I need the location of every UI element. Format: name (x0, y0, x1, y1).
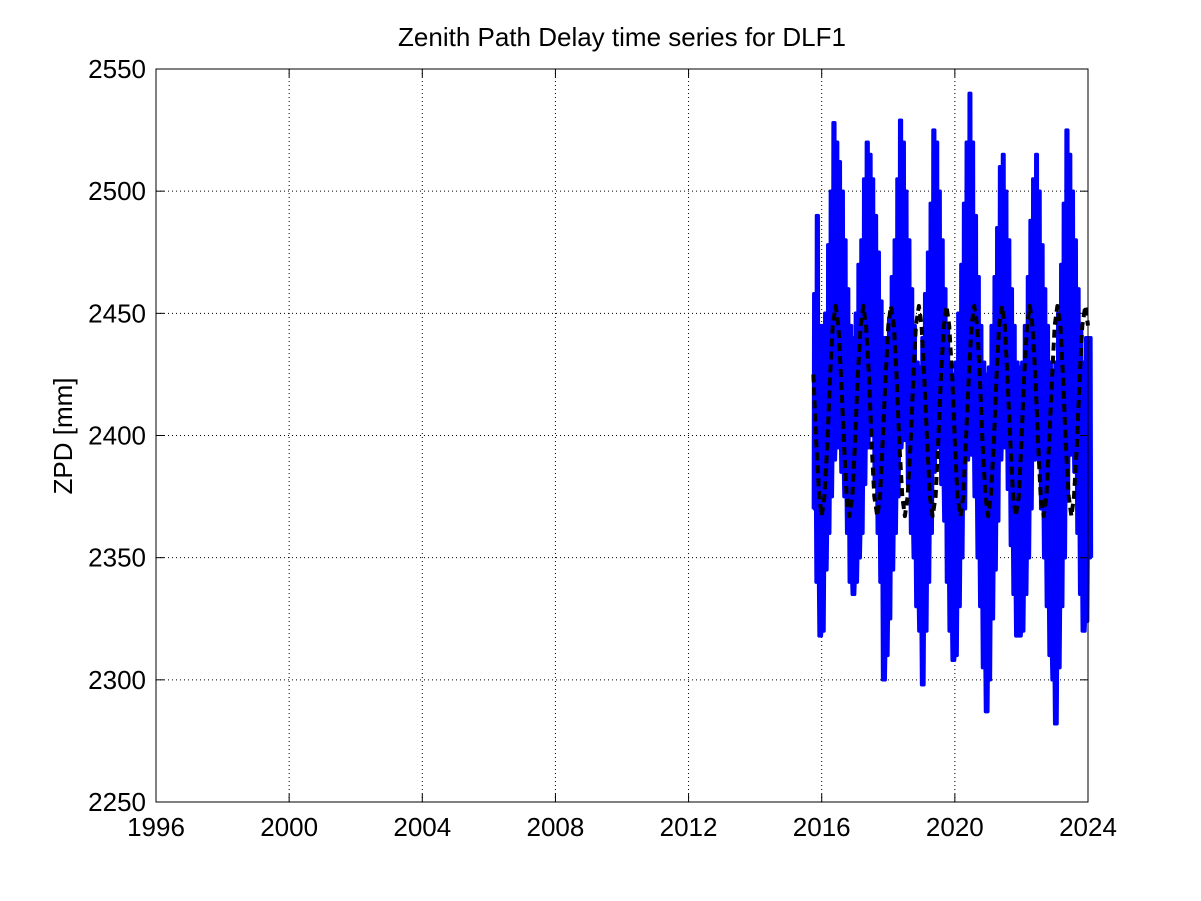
model-zpd-dashed-line (811, 304, 1090, 519)
y-tick-label: 2400 (88, 421, 146, 451)
y-axis-label: ZPD [mm] (48, 378, 78, 495)
x-tick-label: 2024 (1059, 812, 1117, 842)
y-tick-label: 2350 (88, 543, 146, 573)
x-tick-label: 2012 (660, 812, 718, 842)
y-tick-label: 2250 (88, 787, 146, 817)
y-tick-label: 2500 (88, 176, 146, 206)
axis-ticks: 1996 2000 2004 2008 2012 2016 2020 2024 2250 2300… (88, 54, 1117, 842)
x-tick-label: 2004 (393, 812, 451, 842)
y-tick-label: 2450 (88, 298, 146, 328)
chart-title: Zenith Path Delay time series for DLF1 (398, 22, 846, 52)
x-tick-label: 2000 (260, 812, 318, 842)
x-tick-label: 2016 (793, 812, 851, 842)
plot-series (811, 91, 1094, 726)
y-tick-label: 2550 (88, 54, 146, 84)
observed-zpd-line (811, 91, 1094, 726)
x-tick-label: 1996 (127, 812, 185, 842)
x-tick-label: 2020 (926, 812, 984, 842)
x-tick-label: 2008 (527, 812, 585, 842)
y-tick-label: 2300 (88, 665, 146, 695)
